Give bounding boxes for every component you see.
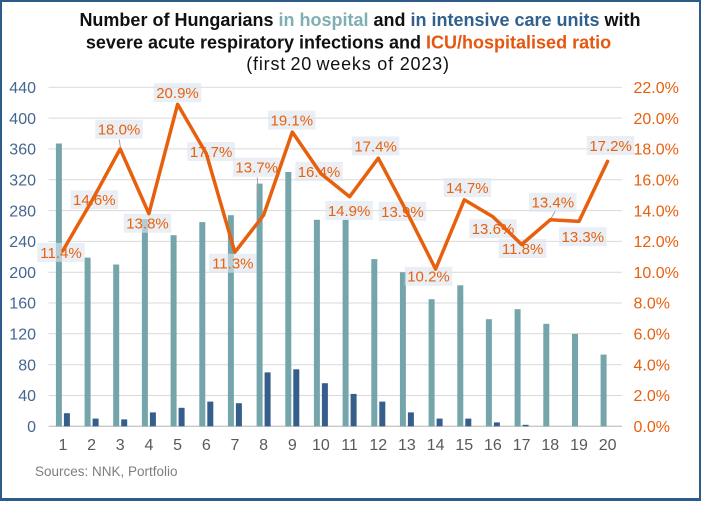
svg-text:3: 3	[116, 437, 125, 454]
svg-text:6: 6	[202, 437, 211, 454]
svg-text:14.6%: 14.6%	[73, 192, 116, 209]
svg-text:20.9%: 20.9%	[156, 85, 199, 102]
svg-text:11.8%: 11.8%	[502, 241, 543, 258]
svg-text:400: 400	[9, 111, 36, 128]
svg-text:6.0%: 6.0%	[634, 327, 670, 344]
svg-text:Number of Hungarians in hospit: Number of Hungarians in hospital and in …	[79, 10, 640, 30]
svg-text:4.0%: 4.0%	[634, 357, 670, 374]
svg-text:10: 10	[312, 437, 330, 454]
svg-text:15: 15	[455, 437, 473, 454]
svg-text:13.8%: 13.8%	[126, 216, 169, 233]
svg-text:11.3%: 11.3%	[212, 256, 253, 273]
svg-text:360: 360	[9, 142, 36, 159]
svg-text:5: 5	[173, 437, 182, 454]
svg-text:13: 13	[398, 437, 416, 454]
svg-text:14.9%: 14.9%	[328, 203, 371, 220]
svg-text:0: 0	[27, 419, 36, 436]
svg-text:19: 19	[570, 437, 588, 454]
svg-text:14: 14	[427, 437, 445, 454]
svg-text:8: 8	[259, 437, 268, 454]
svg-text:17: 17	[513, 437, 531, 454]
svg-text:11.4%: 11.4%	[40, 245, 81, 262]
svg-text:7: 7	[230, 437, 239, 454]
svg-text:8.0%: 8.0%	[634, 296, 670, 313]
svg-text:16: 16	[484, 437, 502, 454]
svg-text:20.0%: 20.0%	[634, 111, 679, 128]
svg-text:0.0%: 0.0%	[634, 419, 670, 436]
svg-text:13.9%: 13.9%	[381, 204, 424, 221]
svg-text:40: 40	[18, 388, 36, 405]
svg-text:18: 18	[541, 437, 559, 454]
svg-text:12: 12	[369, 437, 387, 454]
svg-text:320: 320	[9, 173, 36, 190]
svg-text:17.2%: 17.2%	[589, 138, 632, 155]
svg-text:10.2%: 10.2%	[407, 269, 450, 286]
svg-text:14.7%: 14.7%	[446, 180, 489, 197]
svg-text:13.6%: 13.6%	[472, 221, 515, 238]
svg-text:2.0%: 2.0%	[634, 388, 670, 405]
svg-text:280: 280	[9, 203, 36, 220]
svg-text:240: 240	[9, 234, 36, 251]
svg-text:17.7%: 17.7%	[190, 144, 233, 161]
svg-text:13.3%: 13.3%	[562, 229, 605, 246]
svg-text:18.0%: 18.0%	[634, 142, 679, 159]
svg-text:12.0%: 12.0%	[634, 234, 679, 251]
svg-text:16.4%: 16.4%	[298, 164, 341, 181]
svg-text:16.0%: 16.0%	[634, 173, 679, 190]
svg-text:Sources: NNK, Portfolio: Sources: NNK, Portfolio	[35, 464, 178, 479]
svg-text:2: 2	[87, 437, 96, 454]
svg-text:1: 1	[58, 437, 67, 454]
svg-text:17.4%: 17.4%	[354, 138, 397, 155]
svg-text:160: 160	[9, 296, 36, 313]
svg-text:9: 9	[288, 437, 297, 454]
svg-text:120: 120	[9, 327, 36, 344]
svg-text:22.0%: 22.0%	[634, 80, 679, 97]
svg-text:severe acute respiratory infec: severe acute respiratory infections and …	[86, 33, 611, 53]
svg-text:200: 200	[9, 265, 36, 282]
svg-text:19.1%: 19.1%	[271, 113, 314, 130]
svg-text:13.7%: 13.7%	[235, 160, 278, 177]
svg-text:11: 11	[341, 437, 358, 454]
svg-text:80: 80	[18, 357, 36, 374]
svg-text:18.0%: 18.0%	[98, 122, 141, 139]
svg-text:20: 20	[599, 437, 617, 454]
svg-text:440: 440	[9, 80, 36, 97]
svg-text:(first 20 weeks of 2023): (first 20 weeks of 2023)	[246, 54, 450, 74]
svg-text:14.0%: 14.0%	[634, 203, 679, 220]
svg-text:10.0%: 10.0%	[634, 265, 679, 282]
svg-text:13.4%: 13.4%	[532, 195, 575, 212]
svg-text:4: 4	[144, 437, 153, 454]
